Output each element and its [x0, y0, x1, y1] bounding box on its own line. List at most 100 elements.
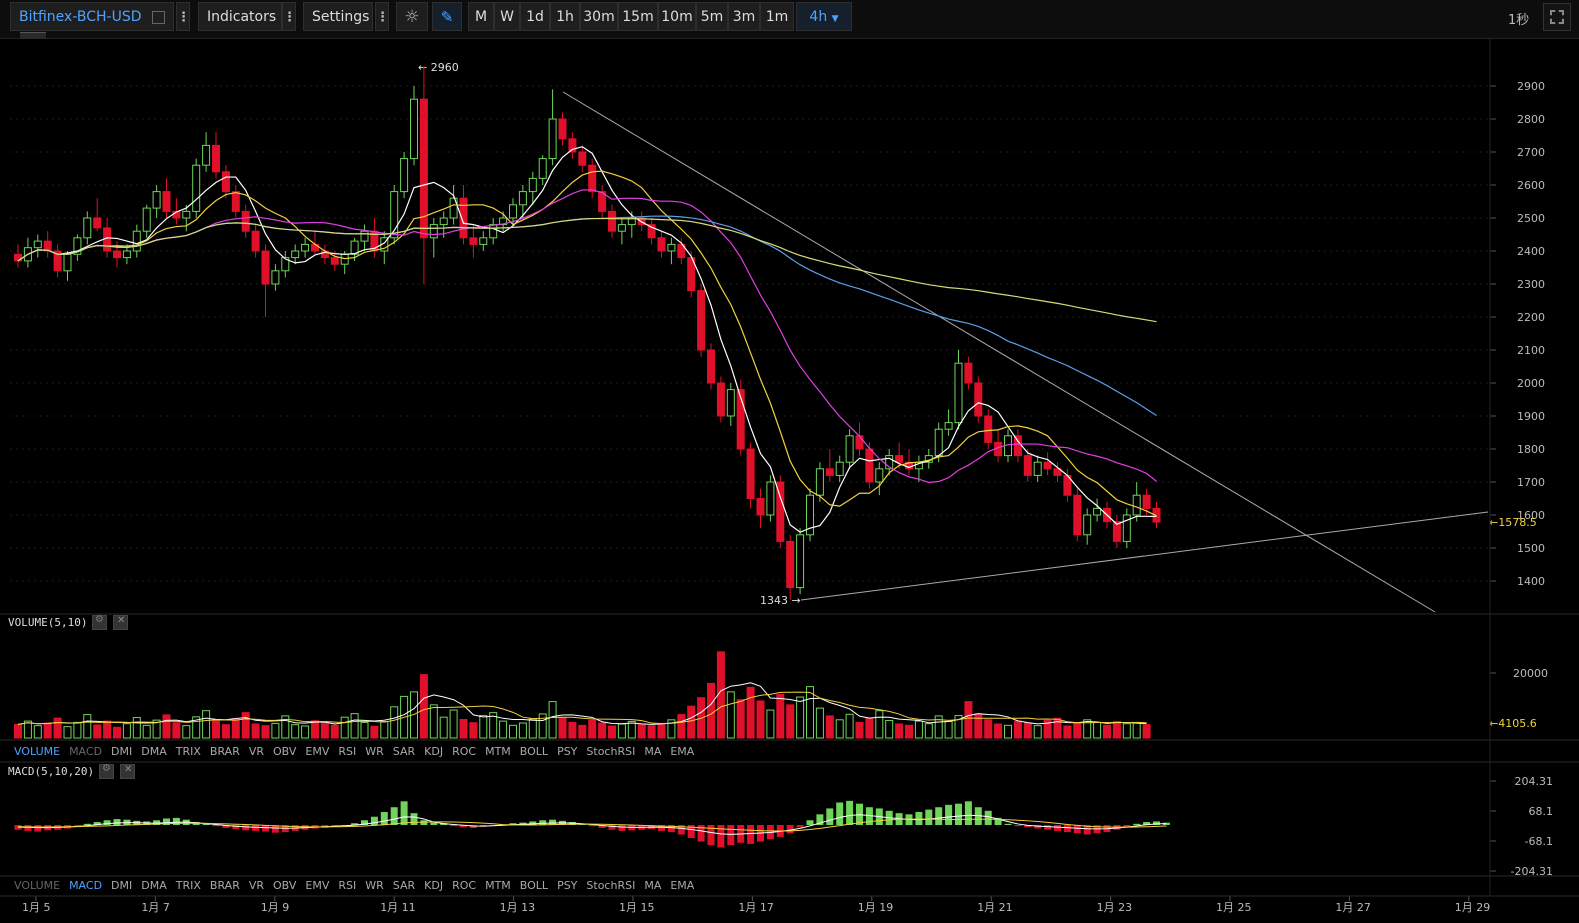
indicator-tab-wr[interactable]: WR [365, 879, 384, 892]
collapse-handle[interactable] [20, 32, 46, 39]
indicators-menu-button[interactable]: ⋮ [282, 2, 296, 31]
indicator-tab-trix[interactable]: TRIX [175, 745, 201, 758]
indicator-tab-ma[interactable]: MA [644, 879, 662, 892]
timeframe-dropdown[interactable]: 4h ▼ [796, 2, 852, 31]
volume-bar [192, 716, 201, 739]
macd-bar [172, 817, 180, 825]
indicator-tab-stochrsi[interactable]: StochRSI [586, 879, 636, 892]
indicator-tab-obv[interactable]: OBV [273, 879, 297, 892]
draw-tool-button[interactable]: ✎ [432, 2, 462, 31]
indicator-tab-dma[interactable]: DMA [141, 879, 167, 892]
indicator-tab-dmi[interactable]: DMI [111, 879, 133, 892]
y-tick-label: 2500 [1517, 212, 1545, 225]
symbol-selector[interactable]: Bitfinex-BCH-USD [10, 2, 174, 31]
candle [677, 243, 686, 259]
indicator-tab-mtm[interactable]: MTM [485, 879, 511, 892]
timeframe-30m[interactable]: 30m [580, 2, 618, 31]
candle [845, 435, 854, 463]
macd-close-button[interactable]: ✕ [120, 764, 135, 779]
settings-button[interactable]: Settings [303, 2, 373, 31]
candle [499, 217, 508, 226]
indicator-tab-psy[interactable]: PSY [557, 879, 578, 892]
indicator-tab-mtm[interactable]: MTM [485, 745, 511, 758]
candle [23, 247, 32, 262]
external-link-icon[interactable] [152, 11, 165, 24]
indicator-tab-ema[interactable]: EMA [670, 745, 695, 758]
timeframe-1d[interactable]: 1d [520, 2, 550, 31]
macd-bar [816, 814, 824, 825]
y-tick-label: 2900 [1517, 80, 1545, 93]
indicator-tab-rsi[interactable]: RSI [338, 879, 357, 892]
candle [865, 448, 874, 483]
timeframe-15m[interactable]: 15m [618, 2, 658, 31]
fullscreen-button[interactable] [1543, 3, 1571, 31]
indicator-tab-brar[interactable]: BRAR [209, 745, 240, 758]
macd-bar [974, 807, 982, 825]
volume-settings-button[interactable]: ⚙ [92, 614, 107, 630]
indicator-tab-roc[interactable]: ROC [452, 745, 477, 758]
timeframe-5m[interactable]: 5m [696, 2, 728, 31]
indicator-tab-trix[interactable]: TRIX [175, 879, 201, 892]
timeframe-w[interactable]: W [494, 2, 520, 31]
candle [400, 158, 409, 193]
volume-bar [558, 717, 567, 739]
timeframe-1m[interactable]: 1m [760, 2, 794, 31]
indicator-tab-kdj[interactable]: KDJ [424, 745, 444, 758]
indicator-tab-brar[interactable]: BRAR [209, 879, 240, 892]
indicator-tab-sar[interactable]: SAR [392, 879, 416, 892]
settings-label: Settings [312, 9, 370, 25]
indicator-tab-ma[interactable]: MA [644, 745, 662, 758]
candle [251, 230, 260, 252]
indicator-tab-roc[interactable]: ROC [452, 879, 477, 892]
volume-bar [182, 725, 191, 739]
indicator-tab-macd[interactable]: MACD [69, 745, 103, 758]
macd-bar [677, 825, 685, 835]
settings-menu-button[interactable]: ⋮ [375, 2, 389, 31]
macd-bar [281, 825, 289, 833]
theme-toggle-button[interactable]: ☼ [396, 2, 428, 31]
indicator-tab-vr[interactable]: VR [248, 745, 265, 758]
timeframe-1h[interactable]: 1h [550, 2, 580, 31]
indicator-tab-ema[interactable]: EMA [670, 879, 695, 892]
indicator-tab-sar[interactable]: SAR [392, 745, 416, 758]
candle [449, 197, 458, 219]
indicator-tab-boll[interactable]: BOLL [519, 745, 549, 758]
indicator-tab-volume[interactable]: VOLUME [14, 745, 61, 758]
macd-bar [192, 822, 200, 825]
indicator-tab-kdj[interactable]: KDJ [424, 879, 444, 892]
indicator-tab-wr[interactable]: WR [365, 745, 384, 758]
timeframe-10m[interactable]: 10m [658, 2, 696, 31]
timeframe-m[interactable]: M [468, 2, 494, 31]
indicator-tab-emv[interactable]: EMV [305, 879, 330, 892]
indicator-tab-boll[interactable]: BOLL [519, 879, 549, 892]
volume-bar [1112, 720, 1121, 739]
indicator-tab-vr[interactable]: VR [248, 879, 265, 892]
candle [330, 257, 339, 265]
macd-bar [479, 825, 487, 827]
y-tick-label: 2200 [1517, 311, 1545, 324]
indicator-tab-macd[interactable]: MACD [69, 879, 103, 892]
indicator-tab-dmi[interactable]: DMI [111, 745, 133, 758]
candle [271, 270, 280, 285]
volume-bar [1132, 722, 1141, 739]
indicator-tab-dma[interactable]: DMA [141, 745, 167, 758]
indicators-button[interactable]: Indicators [198, 2, 282, 31]
macd-settings-button[interactable]: ⚙ [99, 763, 114, 779]
candle [429, 224, 438, 239]
indicator-tab-obv[interactable]: OBV [273, 745, 297, 758]
volume-bar [301, 725, 310, 739]
volume-close-button[interactable]: ✕ [113, 615, 128, 630]
symbol-menu-button[interactable]: ⋮ [176, 2, 190, 31]
macd-bar [24, 825, 32, 831]
candle [825, 468, 834, 476]
candle [1112, 521, 1121, 542]
volume-bar [815, 707, 824, 739]
timeframe-3m[interactable]: 3m [728, 2, 760, 31]
indicator-tab-emv[interactable]: EMV [305, 745, 330, 758]
indicator-tab-volume[interactable]: VOLUME [14, 879, 61, 892]
volume-bar [687, 705, 696, 739]
indicator-tab-stochrsi[interactable]: StochRSI [586, 745, 636, 758]
indicator-tab-psy[interactable]: PSY [557, 745, 578, 758]
indicator-tab-rsi[interactable]: RSI [338, 745, 357, 758]
